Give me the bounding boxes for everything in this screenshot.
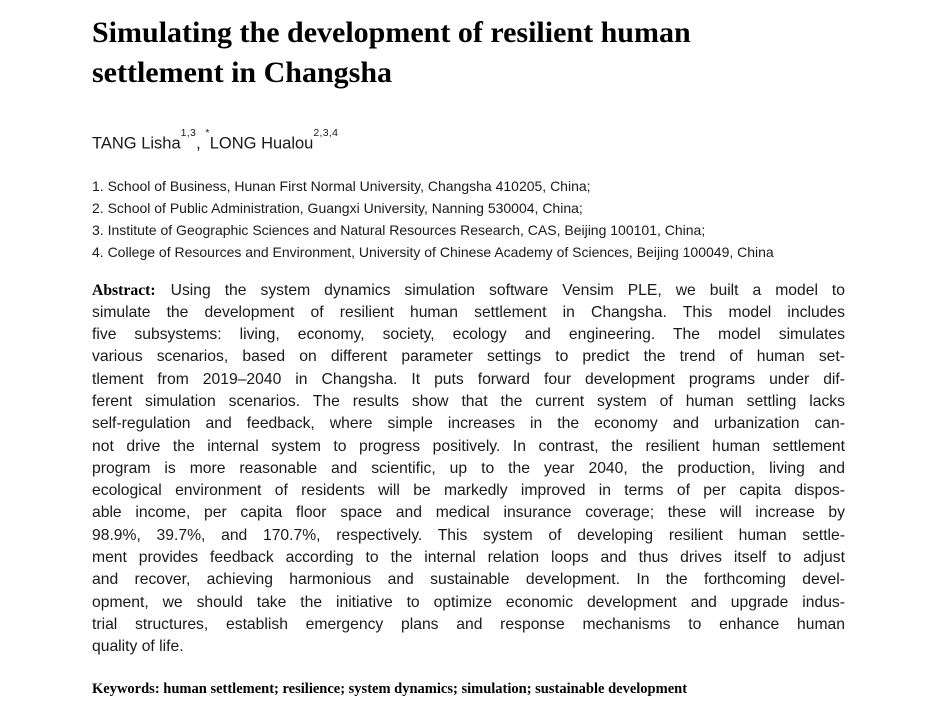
paper-title: Simulating the development of resilient … [92, 13, 845, 93]
keywords-label: Keywords: [92, 680, 160, 697]
abstract-label: Abstract: [92, 281, 156, 299]
abstract-section: Abstract: Using the system dynamics simu… [92, 280, 845, 659]
abstract-line: trial structures, establish emergency pl… [92, 615, 845, 633]
affiliation-line: 3. Institute of Geographic Sciences and … [92, 221, 706, 238]
author-2-affiliation-superscript: 2,3,4 [313, 127, 339, 139]
author-1-affiliation-superscript: 1,3 [180, 127, 197, 139]
abstract-line: self-regulation and feedback, where simp… [92, 415, 845, 433]
abstract-line: able income, per capita floor space and … [92, 504, 845, 522]
abstract-line: opment, we should take the initiative to… [92, 593, 845, 611]
abstract-line: ferent simulation scenarios. The results… [92, 392, 845, 410]
abstract-line: 98.9%, 39.7%, and 170.7%, respectively. … [92, 526, 845, 544]
affiliations-list: 1. School of Business, Hunan First Norma… [92, 175, 845, 263]
abstract-line: various scenarios, based on different pa… [92, 348, 845, 366]
affiliation-line: 2. School of Public Administration, Guan… [92, 199, 583, 216]
affiliation-line: 4. College of Resources and Environment,… [92, 243, 774, 260]
abstract-line: tlement from 2019–2040 in Changsha. It p… [92, 370, 845, 388]
keywords-line: Keywords: human settlement; resilience; … [92, 679, 845, 699]
abstract-line: not drive the internal system to progres… [92, 437, 845, 455]
abstract-line: five subsystems: living, economy, societ… [92, 326, 845, 344]
keywords-text: human settlement; resilience; system dyn… [163, 680, 688, 697]
abstract-line: quality of life. [92, 638, 184, 656]
author-separator: , [196, 134, 201, 153]
authors-line: TANG Lisha1,3, *LONG Hualou2,3,4 [92, 127, 845, 154]
paper-title-line: Simulating the development of resilient … [92, 16, 691, 49]
abstract-line: simulate the development of resilient hu… [92, 303, 845, 321]
corresponding-author-asterisk: * [205, 127, 210, 139]
abstract-body: simulate the development of resilient hu… [92, 302, 845, 659]
author-1-name: TANG Lisha [92, 134, 181, 153]
abstract-first-line-text: Using the system dynamics simulation sof… [170, 281, 845, 299]
abstract-line: ecological environment of residents will… [92, 482, 845, 500]
author-2-name: LONG Hualou [209, 134, 314, 153]
abstract-line: ment provides feedback according to the … [92, 549, 845, 567]
abstract-line: and recover, achieving harmonious and su… [92, 571, 845, 589]
abstract-line: program is more reasonable and scientifi… [92, 459, 845, 477]
affiliation-line: 1. School of Business, Hunan First Norma… [92, 177, 591, 194]
paper-title-line: settlement in Changsha [92, 56, 393, 89]
abstract-first-line: Abstract: Using the system dynamics simu… [92, 280, 845, 302]
